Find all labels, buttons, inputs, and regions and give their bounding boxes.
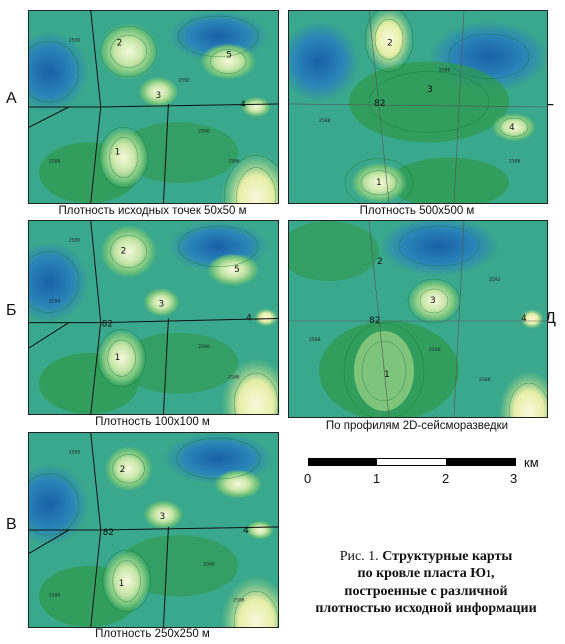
map-panel-g: 2588 2590 2586 2 3 4 82 1 <box>288 10 548 204</box>
panel-letter-g: Г <box>545 102 554 119</box>
map-label: 3 <box>159 512 165 522</box>
caption-g: Плотность 500x500 м <box>359 205 475 217</box>
scale-seg-2 <box>377 459 446 465</box>
caption-v: Плотность 250x250 м <box>95 628 210 640</box>
map-label: 3 <box>155 91 161 101</box>
scale-seg-1 <box>309 459 377 465</box>
scale-tick-3: 3 <box>510 471 518 486</box>
map-label: 4 <box>240 100 246 110</box>
svg-text:2586: 2586 <box>228 374 240 380</box>
panel-letter-d: Д <box>545 310 556 327</box>
svg-text:2588: 2588 <box>309 337 321 343</box>
caption-a: Плотность исходных точек 50x50 м <box>58 205 247 217</box>
svg-text:2594: 2594 <box>49 298 61 304</box>
svg-text:2586: 2586 <box>479 377 491 383</box>
map-label: 2 <box>387 38 393 48</box>
map-label: 82 <box>103 528 114 538</box>
svg-text:2590: 2590 <box>203 562 214 568</box>
panel-letter-a: А <box>6 90 17 107</box>
map-label: 1 <box>115 353 121 363</box>
svg-text:2590: 2590 <box>429 347 441 353</box>
map-label: 4 <box>243 526 249 536</box>
svg-text:2586: 2586 <box>233 597 244 603</box>
map-label: 2 <box>117 38 123 48</box>
caption-prefix: Рис. 1. <box>339 549 383 564</box>
scale-unit: км <box>524 455 539 470</box>
svg-text:2590: 2590 <box>198 344 210 350</box>
scale-bar <box>308 458 516 466</box>
contour-map-g: 2588 2590 2586 2 3 4 82 1 <box>289 11 547 203</box>
svg-text:2592: 2592 <box>489 277 501 283</box>
map-label: 82 <box>369 316 380 326</box>
svg-text:2590: 2590 <box>69 237 81 243</box>
svg-text:2592: 2592 <box>178 78 190 84</box>
contour-map-b: 2590 2594 2590 2586 2 5 3 4 82 1 <box>29 221 278 414</box>
map-label: 1 <box>376 178 382 188</box>
figure-caption: Рис. 1. Структурные карты по кровле плас… <box>292 548 560 617</box>
svg-text:2590: 2590 <box>439 68 451 74</box>
svg-text:2586: 2586 <box>228 159 240 165</box>
caption-d: По профилям 2D-сейсморазведки <box>325 420 509 432</box>
map-label: 2 <box>121 246 127 256</box>
svg-text:2588: 2588 <box>319 118 331 124</box>
map-label: 3 <box>427 85 433 95</box>
map-panel-b: 2590 2594 2590 2586 2 5 3 4 82 1 <box>28 220 279 415</box>
map-label: 82 <box>374 99 385 109</box>
svg-text:2590: 2590 <box>69 37 81 43</box>
svg-text:2588: 2588 <box>49 159 61 165</box>
caption-line2: по кровле пласта Ю <box>357 566 486 581</box>
panel-letter-v: В <box>6 516 17 533</box>
svg-text:2590: 2590 <box>69 449 80 455</box>
map-label: 3 <box>430 296 436 306</box>
map-label: 3 <box>158 299 164 309</box>
scale-tick-2: 2 <box>442 471 450 486</box>
map-label: 2 <box>120 465 126 475</box>
panel-letter-b: Б <box>6 302 17 319</box>
svg-text:2586: 2586 <box>49 592 60 598</box>
map-label: 4 <box>521 314 527 324</box>
map-label: 5 <box>226 50 232 60</box>
map-label: 2 <box>377 257 383 267</box>
caption-line4: плотностью исходной информации <box>315 601 537 616</box>
map-panel-v: 2590 2586 2590 2586 2 3 4 82 1 <box>28 432 279 628</box>
map-label: 4 <box>509 123 515 133</box>
contour-map-a: 2590 2592 2590 2588 2586 2 5 3 4 1 <box>29 11 278 203</box>
scale-tick-0: 0 <box>304 471 312 486</box>
caption-line3: построенные с различной <box>344 584 508 599</box>
map-label: 5 <box>234 265 240 275</box>
map-label: 1 <box>384 370 390 380</box>
contour-map-d: 2588 2590 2586 2592 2 3 82 4 1 <box>289 221 547 417</box>
map-label: 4 <box>246 313 252 323</box>
contour-map-v: 2590 2586 2590 2586 2 3 4 82 1 <box>29 433 278 627</box>
map-label: 1 <box>119 579 125 589</box>
svg-text:2586: 2586 <box>509 159 521 165</box>
map-panel-a: 2590 2592 2590 2588 2586 2 5 3 4 1 <box>28 10 279 204</box>
caption-line2-sub: 1 <box>485 569 491 580</box>
scale-tick-1: 1 <box>373 471 381 486</box>
caption-b: Плотность 100x100 м <box>95 416 210 428</box>
svg-text:2590: 2590 <box>198 128 210 134</box>
scale-seg-3 <box>446 459 515 465</box>
map-panel-d: 2588 2590 2586 2592 2 3 82 4 1 <box>288 220 548 418</box>
map-label: 82 <box>102 320 113 330</box>
map-label: 1 <box>115 147 121 157</box>
caption-line2-end: , <box>490 566 495 581</box>
caption-line1: Структурные карты <box>382 549 513 564</box>
